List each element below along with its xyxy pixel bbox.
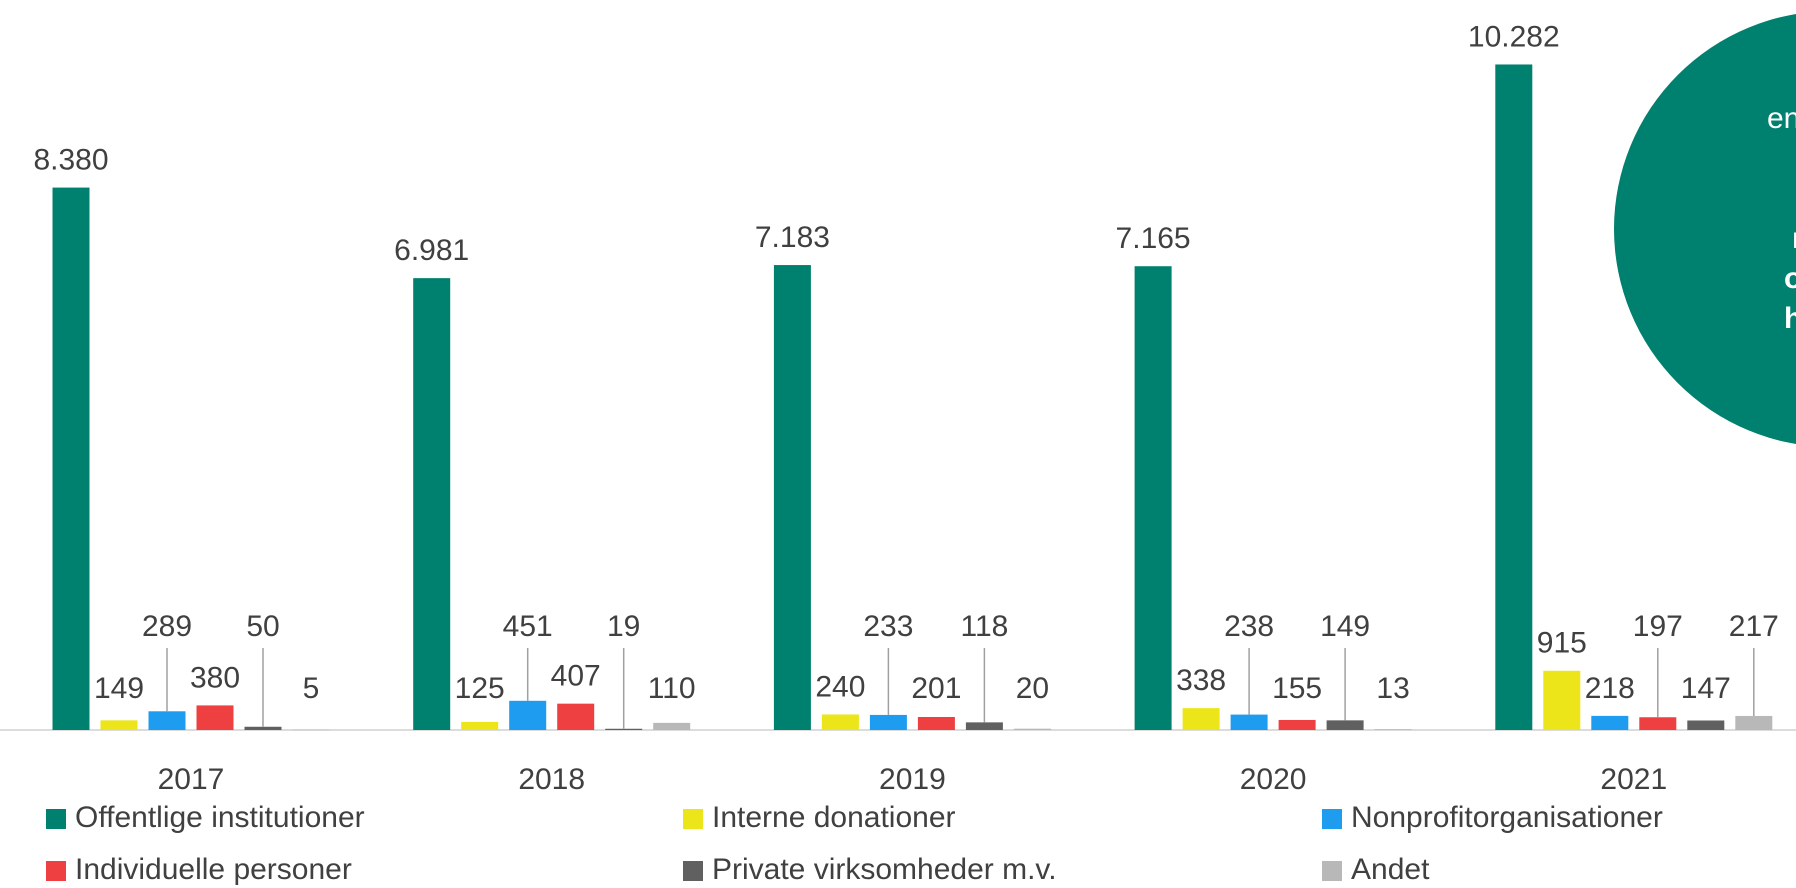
bar xyxy=(1495,64,1533,730)
x-tick-label: 2019 xyxy=(879,763,946,796)
bar xyxy=(100,720,138,730)
legend-swatch xyxy=(683,809,703,829)
data-label: 217 xyxy=(1729,610,1779,643)
data-label: 218 xyxy=(1585,672,1635,705)
bar xyxy=(917,716,955,730)
bar xyxy=(1134,266,1172,730)
bar xyxy=(244,726,282,730)
data-label: 380 xyxy=(190,661,240,694)
data-label: 10.282 xyxy=(1468,20,1560,53)
x-tick-label: 2020 xyxy=(1240,763,1307,796)
data-label: 147 xyxy=(1681,672,1731,705)
bar xyxy=(1687,720,1725,730)
data-label: 155 xyxy=(1272,672,1322,705)
annotation-text: enk xyxy=(1767,102,1796,135)
data-label: 125 xyxy=(455,672,505,705)
data-label: 149 xyxy=(94,672,144,705)
data-label: 407 xyxy=(551,660,601,693)
legend-label: Nonprofitorganisationer xyxy=(1351,801,1663,834)
bar xyxy=(509,700,547,730)
bar xyxy=(196,705,234,730)
data-label: 451 xyxy=(503,610,553,643)
bar xyxy=(1735,715,1773,730)
bar xyxy=(1591,715,1629,730)
data-label: 238 xyxy=(1224,610,1274,643)
legend-label: Individuelle personer xyxy=(75,853,352,886)
bar xyxy=(413,278,451,730)
bar xyxy=(292,729,330,731)
data-label: 289 xyxy=(142,610,192,643)
legend-swatch xyxy=(46,861,66,881)
data-label: 50 xyxy=(246,610,279,643)
legend-swatch xyxy=(1322,809,1342,829)
data-label: 7.183 xyxy=(755,221,830,254)
data-label: 8.380 xyxy=(33,144,108,177)
bar xyxy=(1182,708,1220,730)
bar xyxy=(1278,719,1316,730)
bar xyxy=(869,714,907,730)
data-label: 201 xyxy=(911,672,961,705)
data-label: 118 xyxy=(960,610,1008,643)
annotation-text: hera xyxy=(1784,302,1796,335)
data-label: 110 xyxy=(648,672,696,705)
data-label: 6.981 xyxy=(394,234,469,267)
bar xyxy=(557,703,595,730)
bar xyxy=(1230,714,1268,730)
bar xyxy=(821,714,859,730)
data-label: 7.165 xyxy=(1116,222,1191,255)
bar xyxy=(1326,720,1364,730)
data-label: 19 xyxy=(607,610,640,643)
data-label: 20 xyxy=(1016,672,1049,705)
data-label: 240 xyxy=(815,670,865,703)
data-label: 5 xyxy=(303,672,320,705)
data-label: 197 xyxy=(1633,610,1683,643)
bar xyxy=(653,722,691,730)
bar xyxy=(148,711,186,730)
legend-swatch xyxy=(46,809,66,829)
bar xyxy=(461,721,499,730)
data-label: 149 xyxy=(1320,610,1370,643)
bar xyxy=(1013,728,1051,730)
annotation-circle xyxy=(1614,14,1796,444)
legend-label: Interne donationer xyxy=(712,801,956,834)
bar xyxy=(1543,670,1581,730)
bar xyxy=(773,265,811,730)
data-label: 13 xyxy=(1376,672,1409,705)
x-tick-label: 2017 xyxy=(158,763,225,796)
x-tick-label: 2021 xyxy=(1600,763,1667,796)
legend-swatch xyxy=(683,861,703,881)
legend-label: Andet xyxy=(1351,853,1430,886)
annotation-text: offen xyxy=(1784,262,1796,295)
annotation-text: midl xyxy=(1792,222,1796,255)
legend-label: Offentlige institutioner xyxy=(75,801,365,834)
data-label: 233 xyxy=(863,610,913,643)
bar xyxy=(965,722,1003,730)
bar xyxy=(1374,729,1412,730)
legend-label: Private virksomheder m.v. xyxy=(712,853,1057,886)
data-label: 915 xyxy=(1537,627,1587,660)
x-tick-label: 2018 xyxy=(518,763,585,796)
bar xyxy=(1639,717,1677,730)
bar xyxy=(605,728,643,730)
data-label: 338 xyxy=(1176,664,1226,697)
legend-swatch xyxy=(1322,861,1342,881)
bar xyxy=(52,187,90,730)
